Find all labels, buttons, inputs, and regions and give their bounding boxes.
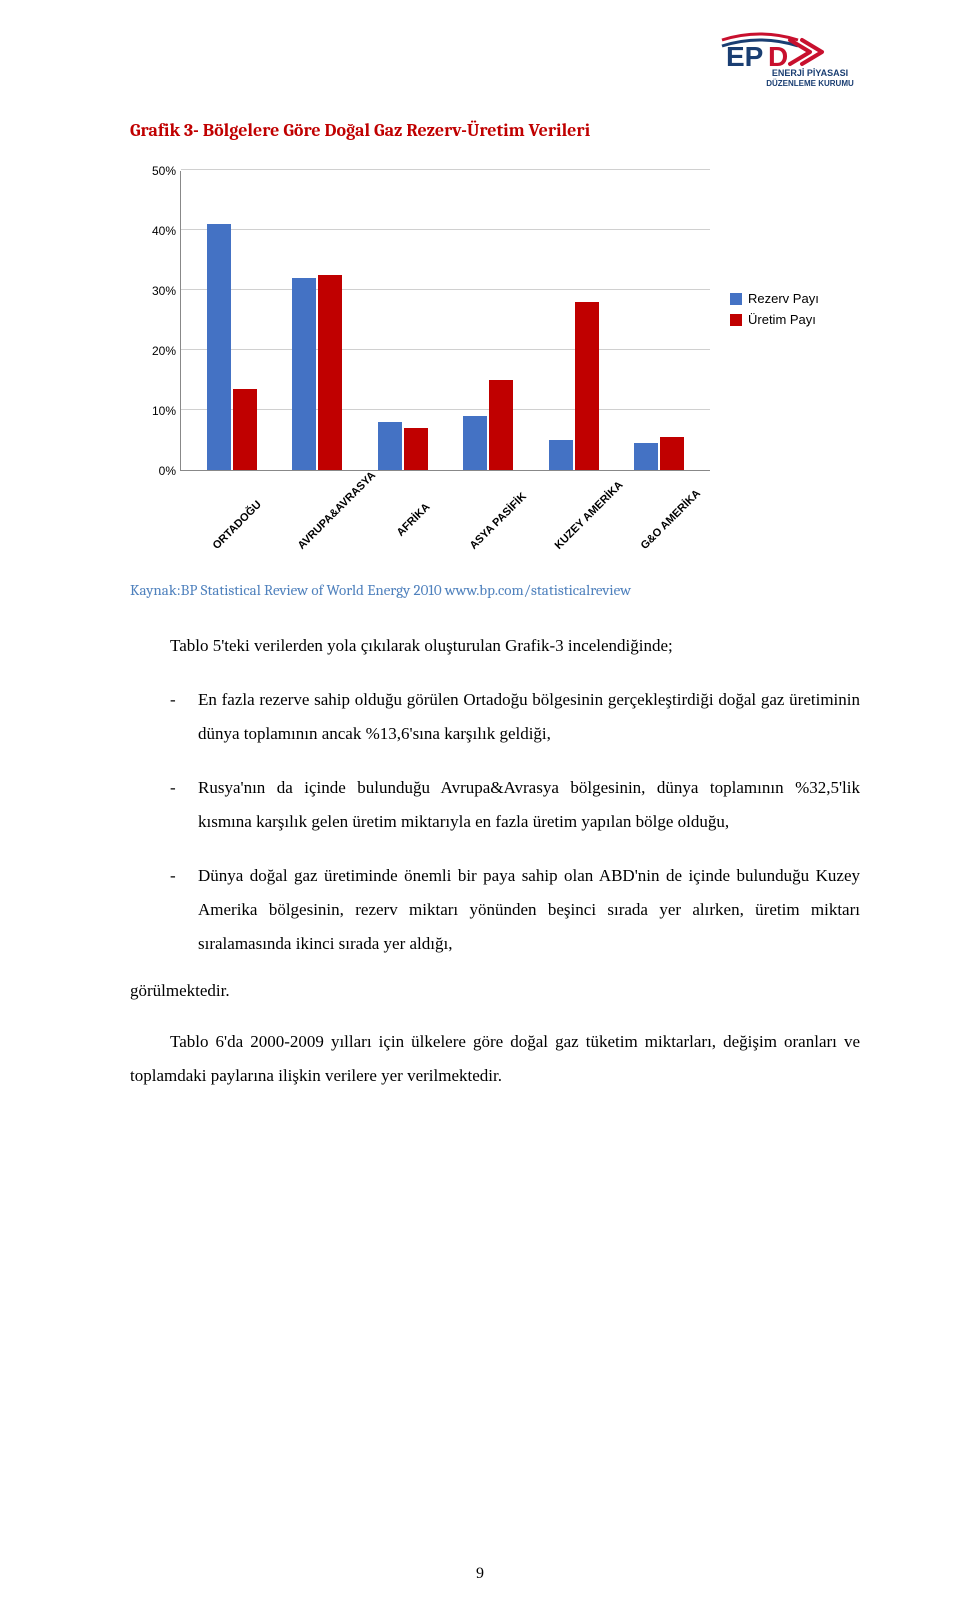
legend-swatch <box>730 293 742 305</box>
y-axis-tick: 20% <box>140 344 176 358</box>
bar <box>634 443 658 470</box>
legend-item: Rezerv Payı <box>730 291 850 306</box>
legend-item: Üretim Payı <box>730 312 850 327</box>
svg-text:EP: EP <box>726 41 763 72</box>
gridline <box>181 169 710 170</box>
svg-text:ENERJİ PİYASASI: ENERJİ PİYASASI <box>772 68 848 78</box>
chart-source: Kaynak:BP Statistical Review of World En… <box>130 581 860 599</box>
chart-legend: Rezerv Payı Üretim Payı <box>730 291 850 333</box>
legend-label: Üretim Payı <box>748 312 816 327</box>
bar-group <box>544 302 604 470</box>
bar <box>378 422 402 470</box>
bar <box>207 224 231 470</box>
bullet-item: En fazla rezerve sahip olduğu görülen Or… <box>170 683 860 751</box>
bar-group <box>287 275 347 470</box>
x-axis-label: KUZEY AMERİKA <box>553 501 604 552</box>
svg-text:DÜZENLEME KURUMU: DÜZENLEME KURUMU <box>766 79 854 88</box>
bar <box>404 428 428 470</box>
plot-area <box>180 171 710 471</box>
legend-label: Rezerv Payı <box>748 291 819 306</box>
y-axis-tick: 0% <box>140 464 176 478</box>
agency-logo: EP D ENERJİ PİYASASI DÜZENLEME KURUMU <box>720 20 900 90</box>
bar <box>463 416 487 470</box>
bar-group <box>202 224 262 470</box>
closing-word: görülmektedir. <box>130 981 860 1001</box>
bar-group <box>373 422 433 470</box>
bar <box>233 389 257 470</box>
bar <box>292 278 316 470</box>
x-axis-label: ORTADOĞU <box>210 501 261 552</box>
bar <box>489 380 513 470</box>
bar-group <box>629 437 689 470</box>
page-number: 9 <box>476 1565 484 1583</box>
chart-title: Grafik 3- Bölgelere Göre Doğal Gaz Rezer… <box>130 120 860 141</box>
bullet-item: Rusya'nın da içinde bulunduğu Avrupa&Avr… <box>170 771 860 839</box>
y-axis-tick: 40% <box>140 224 176 238</box>
x-axis-label: ASYA PASİFİK <box>467 501 518 552</box>
bar <box>318 275 342 470</box>
x-axis-label: AFRİKA <box>382 501 433 552</box>
reserve-production-chart: 0%10%20%30%40%50% ORTADOĞUAVRUPA&AVRASYA… <box>130 161 850 541</box>
x-axis-label: AVRUPA&AVRASYA <box>296 501 347 552</box>
x-axis-label: G&O AMERİKA <box>639 501 690 552</box>
bar <box>660 437 684 470</box>
bullet-list: En fazla rezerve sahip olduğu görülen Or… <box>130 683 860 961</box>
y-axis-tick: 30% <box>140 284 176 298</box>
y-axis-tick: 10% <box>140 404 176 418</box>
legend-swatch <box>730 314 742 326</box>
final-paragraph: Tablo 6'da 2000-2009 yılları için ülkele… <box>130 1025 860 1093</box>
bar-group <box>458 380 518 470</box>
bar <box>549 440 573 470</box>
y-axis-tick: 50% <box>140 164 176 178</box>
intro-text: Tablo 5'teki verilerden yola çıkılarak o… <box>130 629 860 663</box>
bar <box>575 302 599 470</box>
bullet-item: Dünya doğal gaz üretiminde önemli bir pa… <box>170 859 860 961</box>
